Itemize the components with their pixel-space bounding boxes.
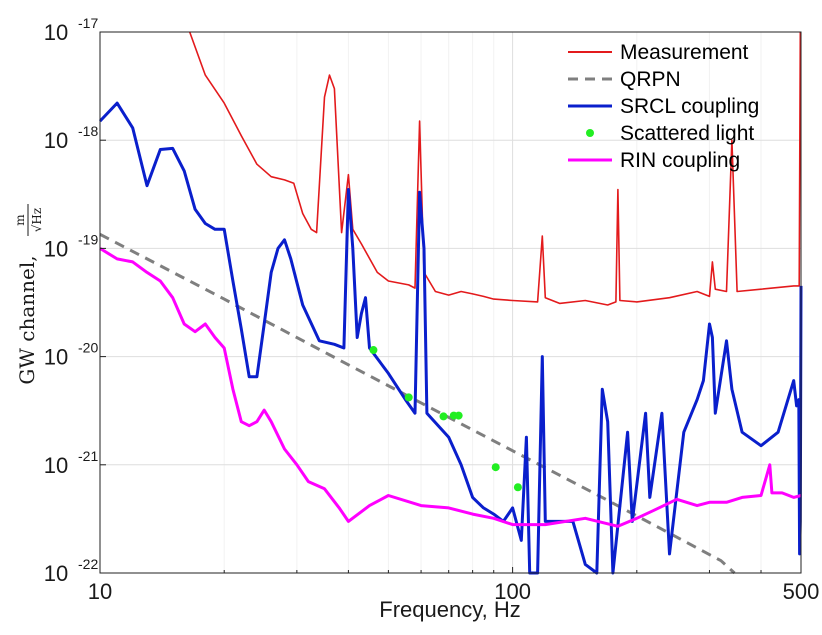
legend-entry: RIN coupling (568, 149, 740, 172)
legend-entry: Scattered light (586, 122, 754, 145)
legend-entry: Measurement (568, 41, 749, 64)
scatter-point (491, 463, 500, 472)
y-tick-exponent: -19 (78, 231, 98, 247)
y-tick-label: 10 (44, 20, 68, 45)
x-tick-label: 500 (783, 579, 820, 604)
x-tick-label: 10 (88, 579, 112, 604)
y-tick-label: 10 (44, 345, 68, 370)
axes-ticks: 10 100 500 10 -17 10 -18 10 -19 10 -20 10 -21 10 -22 (44, 15, 820, 604)
y-tick-exponent: -20 (78, 340, 98, 356)
x-tick-label: 100 (494, 579, 531, 604)
legend-label: RIN coupling (620, 149, 740, 172)
scatter-point (369, 346, 378, 355)
legend-label: QRPN (620, 68, 681, 91)
y-tick-exponent: -21 (78, 448, 98, 464)
legend-label: SRCL coupling (620, 95, 759, 118)
series-line-measurement (188, 31, 802, 306)
legend-marker (586, 129, 594, 137)
y-tick-exponent: -18 (78, 123, 98, 139)
y-tick-label: 10 (44, 453, 68, 478)
y-tick-label: 10 (44, 236, 68, 261)
y-axis-title-text: GW channel, (15, 255, 39, 384)
x-axis-title: Frequency, Hz (379, 597, 520, 622)
scatter-point (454, 411, 463, 420)
series-line-qrpn (99, 232, 736, 575)
legend: Measurement QRPN SRCL coupling Scattered li… (568, 41, 759, 172)
y-axis-unit-den: √Hz (30, 208, 44, 232)
plot-frame (99, 31, 802, 574)
scatter-point (439, 412, 448, 421)
legend-label: Scattered light (620, 122, 754, 145)
legend-entry: QRPN (568, 68, 681, 91)
legend-label: Measurement (620, 41, 749, 64)
series-line-srcl-coupling (98, 101, 803, 575)
scatter-point (513, 483, 522, 492)
y-tick-exponent: -17 (78, 15, 98, 31)
y-axis-title: GW channel, m √Hz (13, 204, 44, 385)
scatter-point (404, 393, 413, 402)
legend-entry: SRCL coupling (568, 95, 759, 118)
y-tick-label: 10 (44, 561, 68, 586)
y-axis-unit-num: m (13, 214, 27, 226)
y-tick-label: 10 (44, 128, 68, 153)
y-tick-exponent: -22 (78, 556, 98, 572)
series-layer (98, 31, 803, 575)
series-line-rin-coupling (99, 247, 802, 528)
